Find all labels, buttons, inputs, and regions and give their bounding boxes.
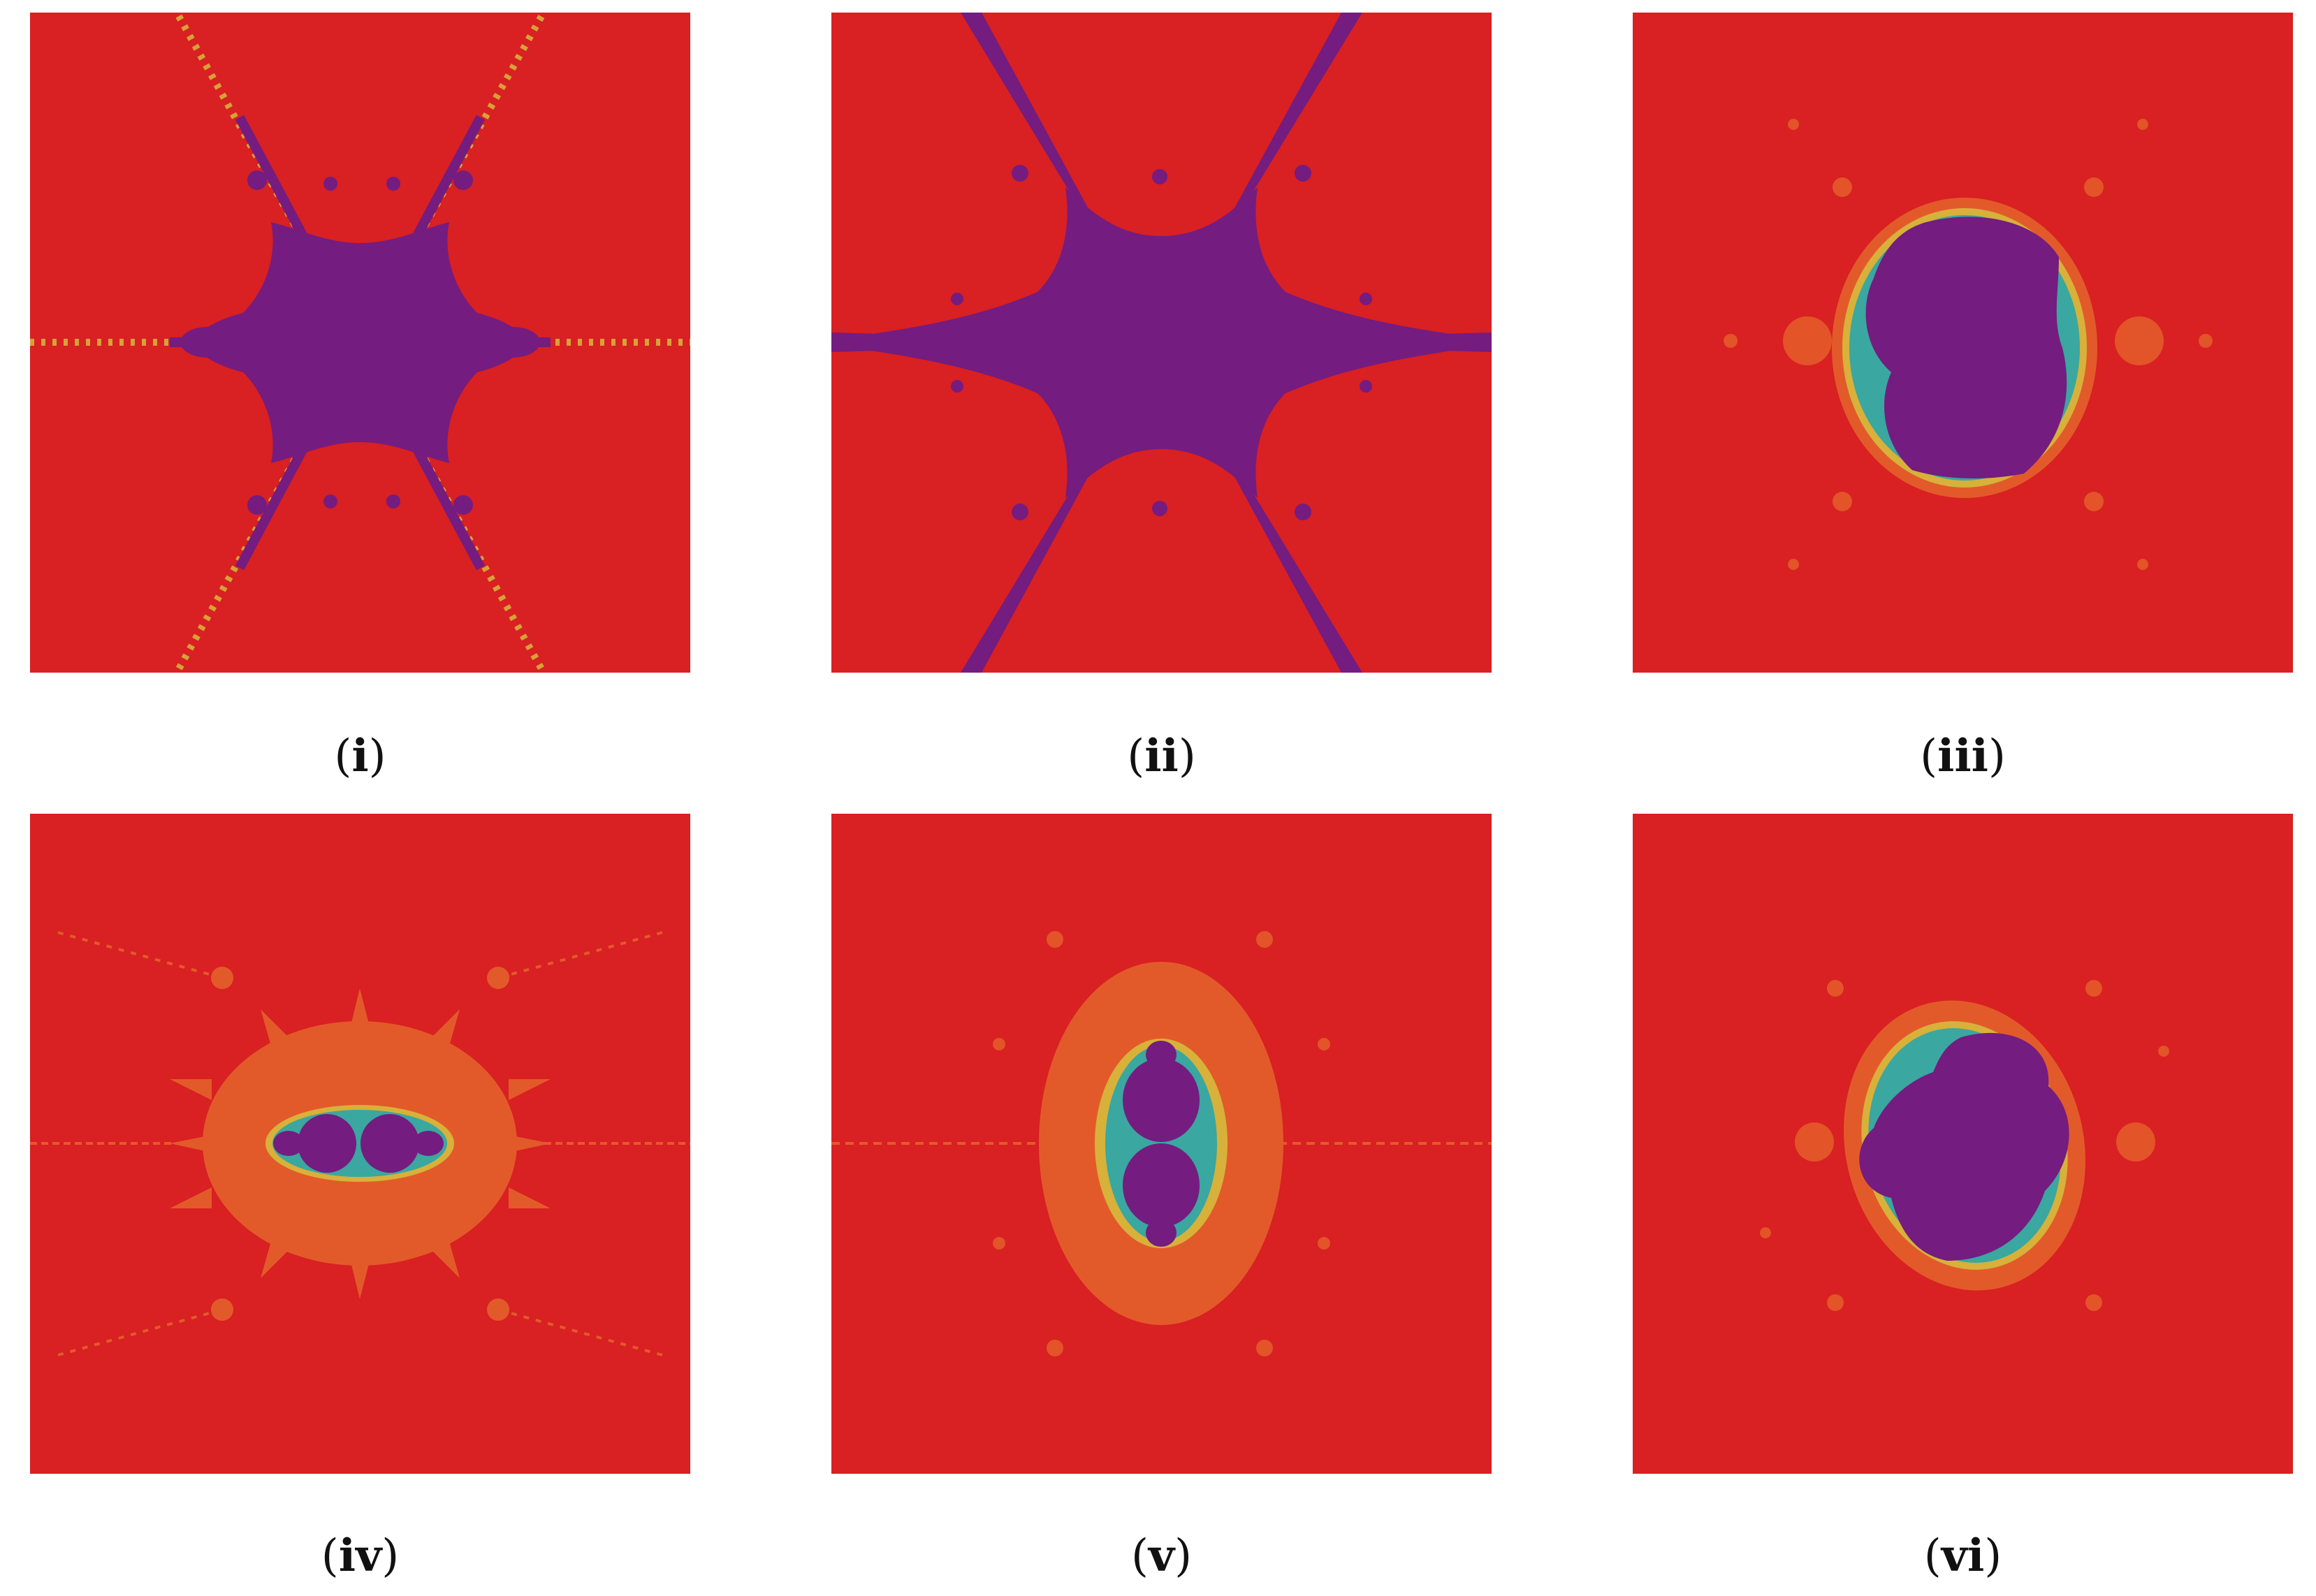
caption-v: (v)	[1130, 1530, 1193, 1582]
fractal-image-vi	[1633, 814, 2293, 1474]
fractal-image-i	[30, 13, 690, 673]
caption-label: v	[1148, 1530, 1175, 1582]
caption-label: iv	[338, 1530, 382, 1582]
fractal-panel-v	[831, 814, 1492, 1474]
caption-label: ii	[1144, 730, 1179, 782]
fractal-image-v	[831, 814, 1492, 1474]
fractal-panel-iii	[1633, 13, 2293, 673]
caption-label: i	[351, 730, 369, 782]
caption-iii: (iii)	[1920, 730, 2006, 782]
fractal-panel-ii	[831, 13, 1492, 673]
caption-i: (i)	[334, 730, 386, 782]
fractal-image-ii	[831, 13, 1492, 673]
caption-ii: (ii)	[1127, 730, 1196, 782]
caption-label: vi	[1941, 1530, 1985, 1582]
fractal-image-iv	[30, 814, 690, 1474]
fractal-image-iii	[1633, 13, 2293, 673]
caption-label: iii	[1937, 730, 1988, 782]
caption-vi: (vi)	[1923, 1530, 2002, 1582]
fractal-panel-i	[30, 13, 690, 673]
fractal-panel-iv	[30, 814, 690, 1474]
caption-iv: (iv)	[321, 1530, 400, 1582]
fractal-panel-vi	[1633, 814, 2293, 1474]
